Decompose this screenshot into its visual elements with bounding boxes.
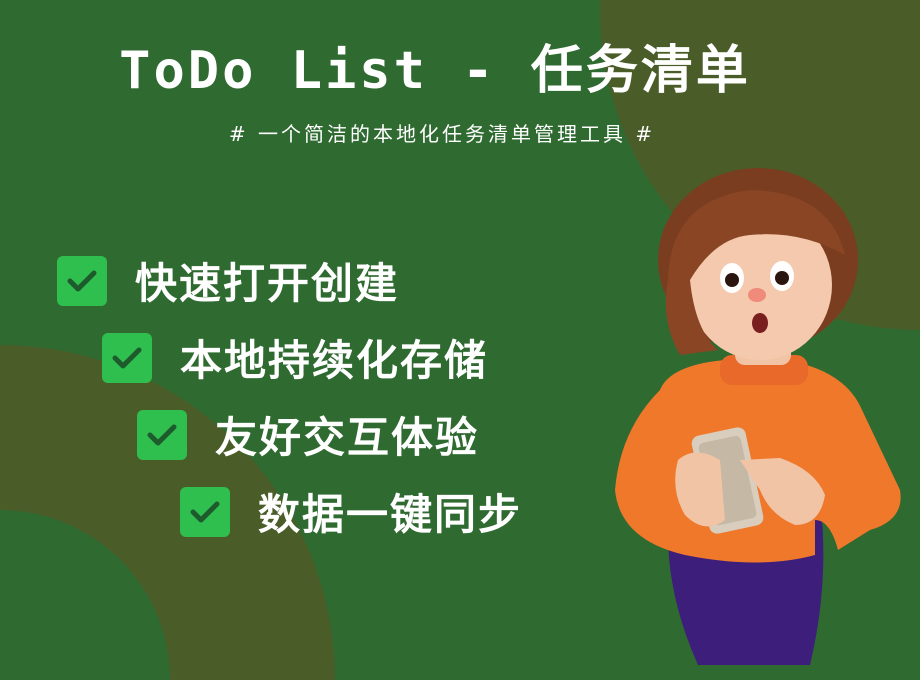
mouth	[752, 313, 768, 333]
feature-label: 数据一键同步	[258, 490, 523, 539]
check-icon	[57, 255, 107, 306]
page-title: ToDo List - 任务清单	[119, 41, 751, 101]
check-icon	[102, 332, 152, 383]
top-right-ring	[600, 0, 920, 170]
feature-item-local-storage: 本地持续化存储	[102, 327, 488, 388]
page-subtitle: # 一个简洁的本地化任务清单管理工具 #	[228, 122, 656, 146]
left-hand	[675, 452, 725, 527]
feature-label: 本地持续化存储	[180, 336, 489, 385]
feature-label: 友好交互体验	[215, 413, 480, 462]
feature-item-friendly-ux: 友好交互体验	[137, 404, 479, 465]
bottom-left-arc	[0, 345, 335, 680]
right-hand	[740, 458, 825, 525]
feature-label: 快速打开创建	[135, 259, 400, 308]
hair-bangs	[665, 190, 845, 355]
face	[688, 210, 832, 360]
feature-item-one-click-sync: 数据一键同步	[180, 481, 522, 542]
nose	[748, 288, 766, 302]
check-icon	[137, 409, 187, 460]
feature-item-quick-create: 快速打开创建	[57, 250, 399, 311]
check-icon	[180, 486, 230, 537]
character-illustration	[615, 168, 901, 665]
